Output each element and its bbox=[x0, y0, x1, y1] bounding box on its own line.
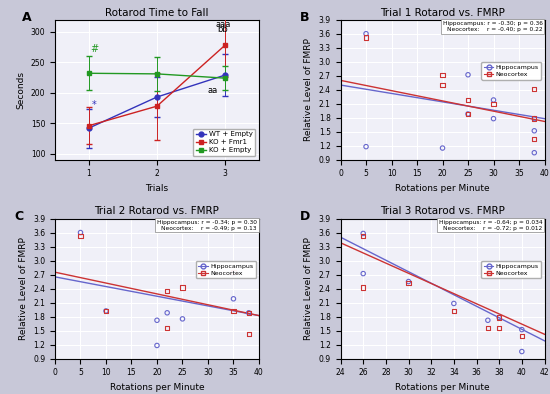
Point bbox=[464, 111, 472, 117]
Point bbox=[489, 100, 498, 107]
Point bbox=[464, 97, 472, 103]
Point bbox=[102, 308, 111, 314]
Title: Trial 3 Rotarod vs. FMRP: Trial 3 Rotarod vs. FMRP bbox=[380, 206, 505, 216]
Point bbox=[518, 327, 526, 333]
Point bbox=[178, 316, 187, 322]
Point bbox=[362, 143, 371, 150]
Point bbox=[518, 333, 526, 339]
Point bbox=[229, 270, 238, 277]
Point bbox=[489, 115, 498, 122]
Y-axis label: Seconds: Seconds bbox=[16, 71, 25, 109]
Point bbox=[178, 284, 187, 291]
Point bbox=[530, 115, 538, 122]
Point bbox=[483, 270, 492, 277]
Point bbox=[244, 310, 253, 316]
Point bbox=[163, 288, 172, 294]
Text: aaa: aaa bbox=[215, 20, 230, 29]
Point bbox=[152, 342, 161, 349]
Point bbox=[229, 308, 238, 314]
Text: #: # bbox=[90, 45, 98, 54]
Point bbox=[359, 270, 367, 277]
Point bbox=[518, 348, 526, 355]
Text: D: D bbox=[300, 210, 310, 223]
Point bbox=[489, 97, 498, 103]
Point bbox=[483, 325, 492, 331]
Point bbox=[163, 310, 172, 316]
Legend: Hippocampus, Neocortex: Hippocampus, Neocortex bbox=[196, 261, 256, 279]
Point bbox=[530, 136, 538, 142]
Point bbox=[359, 233, 367, 240]
Y-axis label: Relative Level of FMRP: Relative Level of FMRP bbox=[304, 38, 313, 141]
Point bbox=[163, 325, 172, 331]
Legend: Hippocampus, Neocortex: Hippocampus, Neocortex bbox=[481, 62, 541, 80]
Point bbox=[362, 31, 371, 37]
Text: Hippocampus: r = -0.34; p = 0.30
Neocortex:    r = -0.49; p = 0.13: Hippocampus: r = -0.34; p = 0.30 Neocort… bbox=[157, 220, 257, 231]
Point bbox=[359, 284, 367, 291]
Title: Rotarod Time to Fall: Rotarod Time to Fall bbox=[105, 7, 209, 18]
Point bbox=[483, 317, 492, 323]
Text: B: B bbox=[300, 11, 309, 24]
Point bbox=[438, 72, 447, 78]
Point bbox=[102, 308, 111, 314]
Point bbox=[530, 150, 538, 156]
Point bbox=[464, 72, 472, 78]
Text: Hippocampus: r = -0.30; p = 0.36
Neocortex:    r = -0.40; p = 0.22: Hippocampus: r = -0.30; p = 0.36 Neocort… bbox=[443, 21, 542, 32]
X-axis label: Rotations per Minute: Rotations per Minute bbox=[395, 383, 490, 392]
Point bbox=[229, 269, 238, 275]
Point bbox=[76, 233, 85, 240]
Point bbox=[495, 314, 504, 321]
Point bbox=[404, 280, 413, 286]
X-axis label: Trials: Trials bbox=[145, 184, 168, 193]
Point bbox=[530, 128, 538, 134]
Point bbox=[152, 317, 161, 323]
Text: bb: bb bbox=[218, 25, 228, 34]
Point bbox=[530, 115, 538, 122]
Point bbox=[530, 85, 538, 92]
Point bbox=[404, 279, 413, 285]
Y-axis label: Relative Level of FMRP: Relative Level of FMRP bbox=[304, 237, 313, 340]
Point bbox=[76, 229, 85, 236]
Point bbox=[495, 314, 504, 321]
Point bbox=[495, 325, 504, 331]
Text: *: * bbox=[92, 100, 97, 110]
Point bbox=[449, 308, 458, 314]
Text: A: A bbox=[23, 11, 32, 24]
Title: Trial 2 Rotarod vs. FMRP: Trial 2 Rotarod vs. FMRP bbox=[95, 206, 219, 216]
Point bbox=[438, 145, 447, 151]
Text: aa: aa bbox=[207, 86, 218, 95]
Point bbox=[244, 310, 253, 316]
Point bbox=[359, 230, 367, 237]
Point bbox=[449, 300, 458, 307]
X-axis label: Rotations per Minute: Rotations per Minute bbox=[395, 184, 490, 193]
Point bbox=[244, 331, 253, 337]
Point bbox=[229, 296, 238, 302]
X-axis label: Rotations per Minute: Rotations per Minute bbox=[109, 383, 204, 392]
Point bbox=[362, 34, 371, 41]
Legend: WT + Empty, KO + Fmr1, KO + Empty: WT + Empty, KO + Fmr1, KO + Empty bbox=[193, 128, 256, 156]
Point bbox=[464, 111, 472, 117]
Point bbox=[483, 270, 492, 277]
Text: C: C bbox=[14, 210, 23, 223]
Y-axis label: Relative Level of FMRP: Relative Level of FMRP bbox=[19, 237, 28, 340]
Point bbox=[438, 82, 447, 88]
Text: Hippocampus: r = -0.64; p = 0.034
Neocortex:    r = -0.72; p = 0.012: Hippocampus: r = -0.64; p = 0.034 Neocor… bbox=[439, 220, 542, 231]
Legend: Hippocampus, Neocortex: Hippocampus, Neocortex bbox=[481, 261, 541, 279]
Title: Trial 1 Rotarod vs. FMRP: Trial 1 Rotarod vs. FMRP bbox=[380, 7, 505, 18]
